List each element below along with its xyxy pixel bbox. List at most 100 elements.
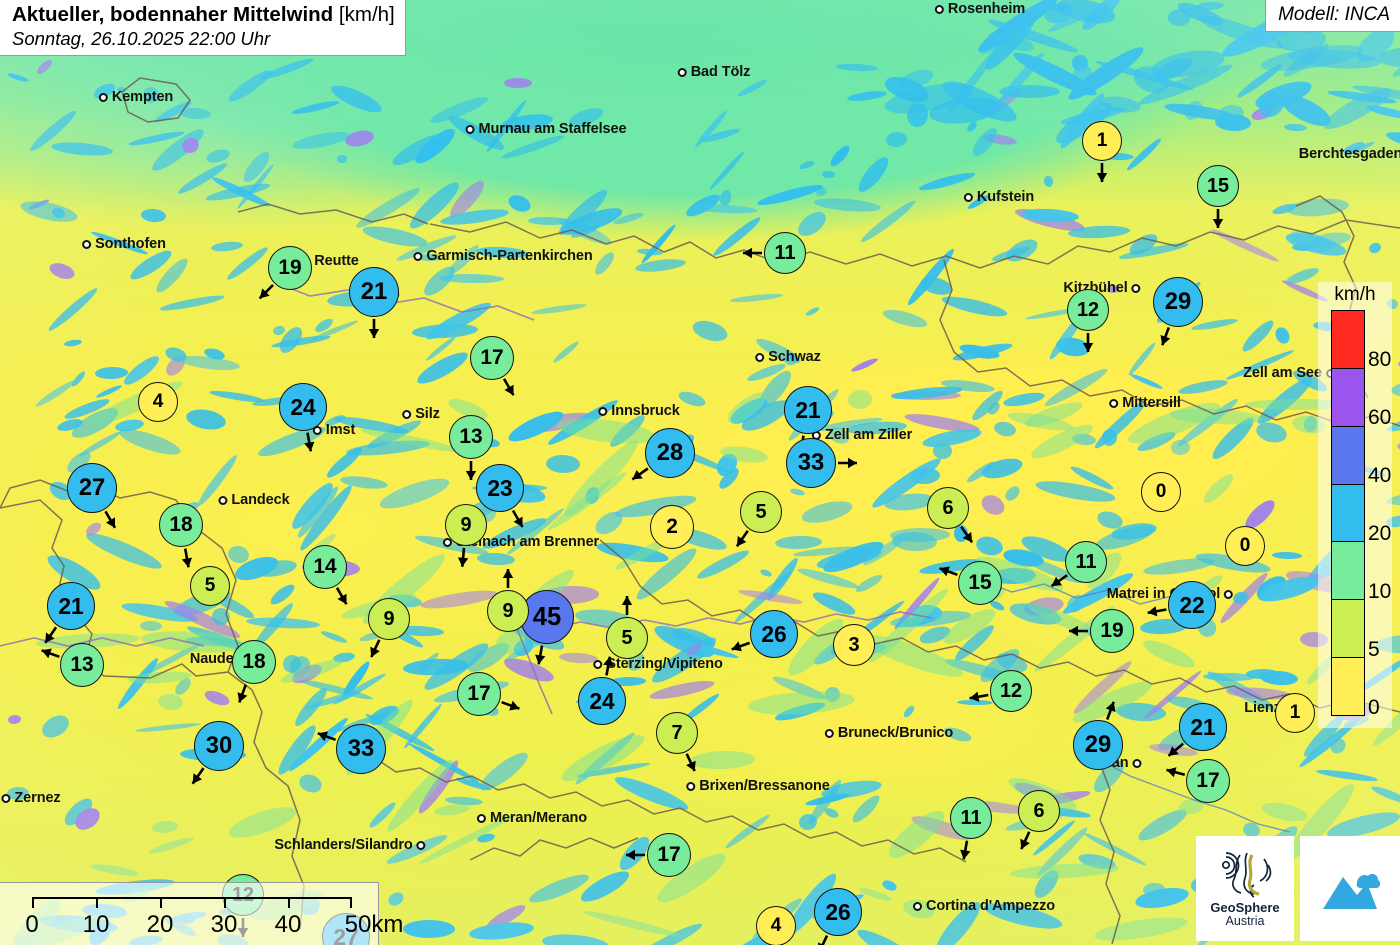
wind-station-marker[interactable]: 21 bbox=[1167, 703, 1227, 757]
wind-station-marker[interactable]: 27 bbox=[67, 463, 117, 529]
wind-station-marker[interactable]: 15 bbox=[939, 561, 1002, 605]
wind-station-marker[interactable]: 30 bbox=[191, 721, 244, 785]
app-logo bbox=[1300, 836, 1400, 941]
city-label: Silz bbox=[415, 406, 440, 422]
wind-station-marker[interactable]: 14 bbox=[303, 545, 348, 605]
wind-station-marker[interactable]: 6 bbox=[927, 487, 974, 544]
wind-station-marker[interactable]: 15 bbox=[1197, 165, 1239, 228]
wind-station-marker[interactable]: 11 bbox=[1050, 541, 1107, 588]
scale-label-5: 50km bbox=[344, 911, 404, 938]
city-dot-icon bbox=[402, 409, 412, 419]
wind-station-marker[interactable]: 12 bbox=[969, 670, 1032, 712]
wind-speed-bubble: 27 bbox=[67, 463, 117, 513]
wind-station-marker[interactable]: 5 bbox=[190, 566, 230, 606]
city-marker: Murnau am Staffelsee bbox=[465, 121, 627, 137]
wind-station-marker[interactable]: 5 bbox=[735, 491, 782, 548]
wind-speed-bubble: 4 bbox=[138, 382, 178, 422]
wind-station-marker[interactable]: 13 bbox=[449, 415, 493, 480]
wind-station-marker[interactable]: 4 bbox=[138, 382, 178, 422]
wind-station-marker[interactable]: 26 bbox=[814, 888, 862, 945]
wind-station-marker[interactable]: 33 bbox=[317, 724, 386, 774]
wind-speed-bubble: 12 bbox=[1067, 289, 1109, 331]
title-unit: [km/h] bbox=[338, 3, 395, 26]
wind-station-marker[interactable]: 7 bbox=[656, 712, 698, 772]
legend-band-6 bbox=[1332, 658, 1364, 716]
city-label: Steinach am Brenner bbox=[455, 534, 600, 550]
wind-speed-bubble: 21 bbox=[784, 386, 832, 434]
wind-station-marker[interactable]: 9 bbox=[445, 504, 487, 567]
wind-station-marker[interactable]: 18 bbox=[232, 640, 276, 703]
wind-station-marker[interactable]: 0 bbox=[1225, 526, 1265, 566]
wind-station-marker[interactable]: 29 bbox=[1153, 277, 1203, 346]
city-dot-icon bbox=[593, 659, 603, 669]
model-label: Modell: INCA bbox=[1265, 0, 1400, 32]
wind-speed-bubble: 13 bbox=[449, 415, 493, 459]
legend-band-4 bbox=[1332, 542, 1364, 601]
wind-station-marker[interactable]: 17 bbox=[1166, 759, 1230, 803]
wind-station-marker[interactable]: 2 bbox=[650, 505, 694, 549]
wind-station-marker[interactable]: 21 bbox=[784, 386, 832, 455]
wind-station-marker[interactable]: 5 bbox=[606, 596, 648, 659]
wind-speed-bubble: 33 bbox=[786, 438, 836, 488]
wind-station-marker[interactable]: 12 bbox=[1067, 289, 1109, 352]
city-label: Zell am See bbox=[1243, 365, 1322, 381]
wind-speed-bubble: 22 bbox=[1168, 581, 1216, 629]
city-marker: Innsbruck bbox=[598, 403, 680, 419]
city-marker: Garmisch-Partenkirchen bbox=[413, 248, 593, 264]
wind-station-marker[interactable]: 1 bbox=[1082, 121, 1122, 182]
city-marker: Meran/Merano bbox=[476, 810, 587, 826]
wind-station-marker[interactable]: 13 bbox=[41, 643, 104, 687]
wind-station-marker[interactable]: 19 bbox=[1069, 609, 1134, 653]
wind-station-marker[interactable]: 9 bbox=[368, 598, 410, 658]
scale-label-3: 30 bbox=[210, 911, 238, 938]
wind-speed-bubble: 21 bbox=[47, 582, 95, 630]
wind-station-marker[interactable]: 4 bbox=[756, 906, 796, 945]
city-label: Zell am Ziller bbox=[824, 427, 913, 443]
wind-station-marker[interactable]: 6 bbox=[1018, 790, 1060, 850]
legend-band-1 bbox=[1332, 368, 1364, 427]
city-dot-icon bbox=[1109, 398, 1119, 408]
wind-station-marker[interactable]: 9 bbox=[487, 569, 529, 632]
wind-speed-bubble: 11 bbox=[1065, 541, 1107, 583]
wind-station-marker[interactable]: 29 bbox=[1073, 701, 1123, 770]
wind-speed-bubble: 0 bbox=[1225, 526, 1265, 566]
wind-station-marker[interactable]: 11 bbox=[950, 797, 992, 860]
wind-station-marker[interactable]: 3 bbox=[833, 624, 875, 666]
geosphere-sub: Austria bbox=[1225, 913, 1265, 928]
wind-speed-bubble: 45 bbox=[520, 590, 574, 644]
city-dot-icon bbox=[1, 793, 11, 803]
city-marker: Sonthofen bbox=[82, 236, 166, 252]
wind-station-marker[interactable]: 11 bbox=[743, 232, 806, 274]
wind-speed-bubble: 9 bbox=[445, 504, 487, 546]
wind-station-marker[interactable]: 33 bbox=[786, 438, 857, 488]
wind-station-marker[interactable]: 21 bbox=[349, 267, 399, 338]
wind-station-marker[interactable]: 0 bbox=[1141, 472, 1181, 512]
wind-station-marker[interactable]: 24 bbox=[578, 656, 626, 725]
legend-band-3 bbox=[1332, 484, 1364, 543]
wind-speed-bubble: 19 bbox=[268, 246, 312, 290]
wind-station-marker[interactable]: 18 bbox=[159, 503, 203, 568]
legend-tick-40: 40 bbox=[1368, 464, 1392, 487]
scale-bar: 0 10 20 30 40 50km bbox=[0, 882, 403, 945]
wind-station-marker[interactable]: 26 bbox=[731, 610, 798, 658]
wind-station-marker[interactable]: 24 bbox=[279, 383, 327, 452]
title-line: Aktueller, bodennaher Mittelwind [km/h] bbox=[12, 3, 395, 27]
city-dot-icon bbox=[442, 537, 452, 547]
city-dot-icon bbox=[82, 239, 92, 249]
wind-station-marker[interactable]: 28 bbox=[631, 428, 695, 481]
city-label: Landeck bbox=[231, 492, 290, 508]
wind-speed-bubble: 26 bbox=[814, 888, 862, 936]
wind-station-marker[interactable]: 1 bbox=[1275, 693, 1315, 733]
wind-station-marker[interactable]: 22 bbox=[1147, 581, 1216, 629]
wind-station-marker[interactable]: 19 bbox=[258, 246, 312, 300]
mountain-cloud-icon bbox=[1323, 873, 1381, 909]
wind-speed-bubble: 19 bbox=[1090, 609, 1134, 653]
wind-speed-bubble: 13 bbox=[60, 643, 104, 687]
wind-station-marker[interactable]: 17 bbox=[626, 833, 691, 877]
wind-speed-bubble: 12 bbox=[990, 670, 1032, 712]
wind-station-marker[interactable]: 21 bbox=[44, 582, 95, 644]
legend-tick-60: 60 bbox=[1368, 406, 1392, 429]
wind-station-marker[interactable]: 17 bbox=[470, 336, 515, 396]
wind-station-marker[interactable]: 17 bbox=[457, 672, 520, 716]
